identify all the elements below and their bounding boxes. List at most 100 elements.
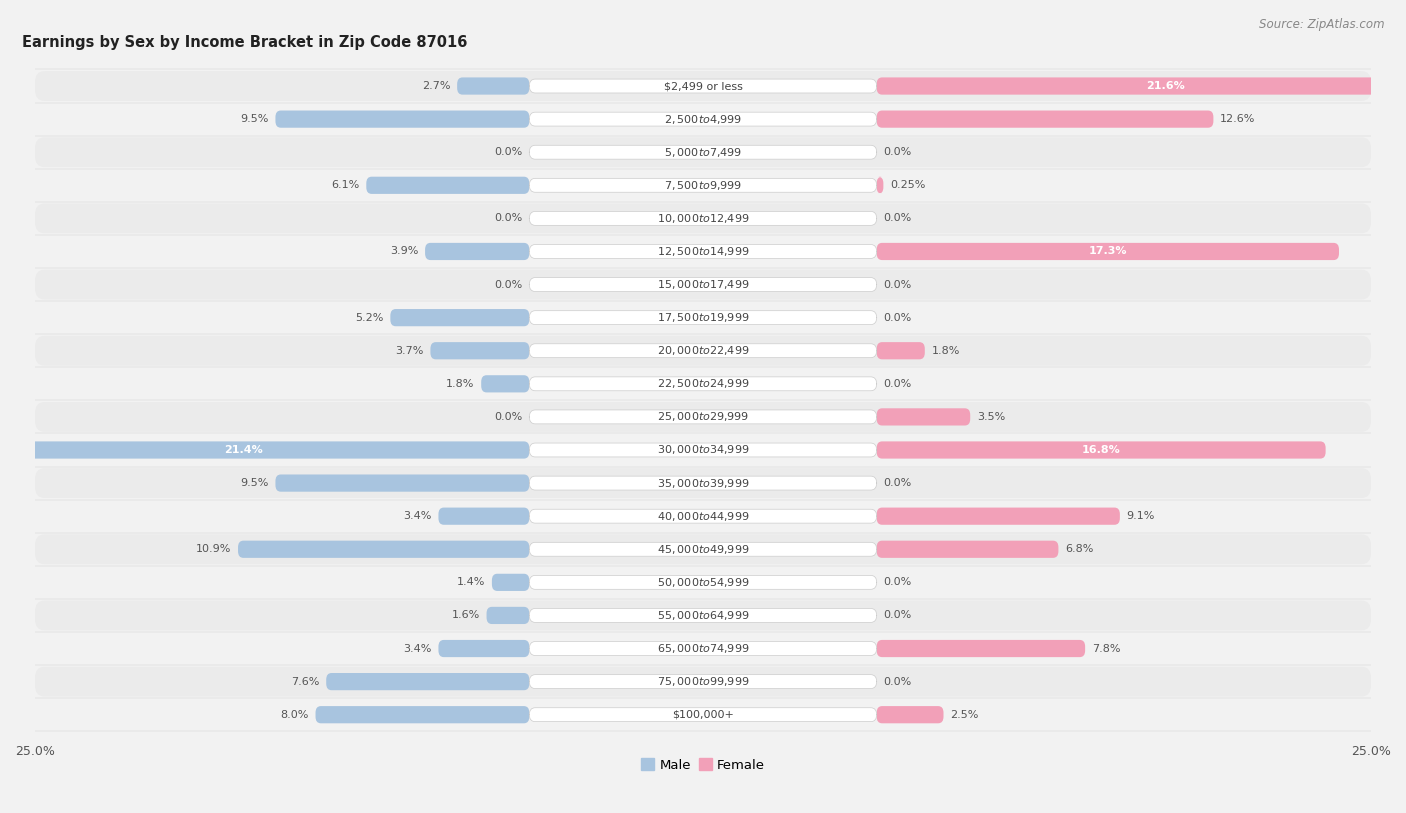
FancyBboxPatch shape (238, 541, 529, 558)
Text: 0.0%: 0.0% (883, 313, 911, 323)
FancyBboxPatch shape (529, 245, 877, 259)
Text: $55,000 to $64,999: $55,000 to $64,999 (657, 609, 749, 622)
FancyBboxPatch shape (35, 667, 1371, 697)
FancyBboxPatch shape (481, 376, 529, 393)
Text: $12,500 to $14,999: $12,500 to $14,999 (657, 245, 749, 258)
FancyBboxPatch shape (877, 342, 925, 359)
FancyBboxPatch shape (35, 302, 1371, 333)
FancyBboxPatch shape (35, 104, 1371, 134)
Text: 21.4%: 21.4% (224, 445, 263, 455)
FancyBboxPatch shape (35, 468, 1371, 498)
FancyBboxPatch shape (877, 706, 943, 724)
Text: 1.8%: 1.8% (932, 346, 960, 356)
Text: 9.5%: 9.5% (240, 478, 269, 488)
Text: 21.6%: 21.6% (1146, 81, 1185, 91)
Text: $45,000 to $49,999: $45,000 to $49,999 (657, 543, 749, 556)
Text: $50,000 to $54,999: $50,000 to $54,999 (657, 576, 749, 589)
FancyBboxPatch shape (877, 507, 1119, 524)
Text: 6.1%: 6.1% (332, 180, 360, 190)
FancyBboxPatch shape (35, 502, 1371, 531)
Text: 3.4%: 3.4% (404, 644, 432, 654)
FancyBboxPatch shape (529, 146, 877, 159)
FancyBboxPatch shape (35, 567, 1371, 598)
Text: 3.5%: 3.5% (977, 412, 1005, 422)
FancyBboxPatch shape (877, 176, 883, 193)
Text: 0.0%: 0.0% (883, 611, 911, 620)
FancyBboxPatch shape (35, 534, 1371, 564)
Text: 0.0%: 0.0% (883, 577, 911, 587)
Text: $5,000 to $7,499: $5,000 to $7,499 (664, 146, 742, 159)
Text: 0.25%: 0.25% (890, 180, 925, 190)
FancyBboxPatch shape (35, 72, 1371, 101)
FancyBboxPatch shape (276, 111, 529, 128)
Text: $25,000 to $29,999: $25,000 to $29,999 (657, 411, 749, 424)
Text: 0.0%: 0.0% (495, 280, 523, 289)
FancyBboxPatch shape (529, 509, 877, 523)
Text: 8.0%: 8.0% (280, 710, 309, 720)
FancyBboxPatch shape (35, 633, 1371, 663)
FancyBboxPatch shape (529, 608, 877, 623)
Text: 16.8%: 16.8% (1081, 445, 1121, 455)
Text: $30,000 to $34,999: $30,000 to $34,999 (657, 444, 749, 456)
Text: 3.4%: 3.4% (404, 511, 432, 521)
Text: 7.8%: 7.8% (1092, 644, 1121, 654)
Text: $2,500 to $4,999: $2,500 to $4,999 (664, 113, 742, 126)
FancyBboxPatch shape (35, 137, 1371, 167)
FancyBboxPatch shape (425, 243, 529, 260)
Text: 7.6%: 7.6% (291, 676, 319, 687)
FancyBboxPatch shape (877, 541, 1059, 558)
FancyBboxPatch shape (35, 203, 1371, 233)
Text: $65,000 to $74,999: $65,000 to $74,999 (657, 642, 749, 655)
FancyBboxPatch shape (486, 606, 529, 624)
Text: $40,000 to $44,999: $40,000 to $44,999 (657, 510, 749, 523)
Text: 5.2%: 5.2% (356, 313, 384, 323)
FancyBboxPatch shape (529, 476, 877, 490)
Text: 0.0%: 0.0% (883, 379, 911, 389)
FancyBboxPatch shape (439, 507, 529, 524)
Text: $75,000 to $99,999: $75,000 to $99,999 (657, 675, 749, 688)
FancyBboxPatch shape (35, 700, 1371, 729)
Text: 1.6%: 1.6% (451, 611, 479, 620)
Text: 0.0%: 0.0% (883, 280, 911, 289)
Text: 0.0%: 0.0% (495, 147, 523, 157)
FancyBboxPatch shape (877, 111, 1213, 128)
Text: $17,500 to $19,999: $17,500 to $19,999 (657, 311, 749, 324)
Text: $2,499 or less: $2,499 or less (664, 81, 742, 91)
FancyBboxPatch shape (529, 311, 877, 324)
Text: $15,000 to $17,499: $15,000 to $17,499 (657, 278, 749, 291)
FancyBboxPatch shape (529, 377, 877, 391)
FancyBboxPatch shape (315, 706, 529, 724)
FancyBboxPatch shape (529, 675, 877, 689)
Text: $22,500 to $24,999: $22,500 to $24,999 (657, 377, 749, 390)
FancyBboxPatch shape (367, 176, 529, 193)
Text: 0.0%: 0.0% (883, 478, 911, 488)
Text: $35,000 to $39,999: $35,000 to $39,999 (657, 476, 749, 489)
FancyBboxPatch shape (430, 342, 529, 359)
FancyBboxPatch shape (877, 408, 970, 425)
FancyBboxPatch shape (877, 640, 1085, 657)
FancyBboxPatch shape (877, 77, 1406, 94)
Text: Earnings by Sex by Income Bracket in Zip Code 87016: Earnings by Sex by Income Bracket in Zip… (21, 35, 467, 50)
FancyBboxPatch shape (529, 576, 877, 589)
FancyBboxPatch shape (35, 402, 1371, 432)
FancyBboxPatch shape (529, 344, 877, 358)
Text: 0.0%: 0.0% (495, 412, 523, 422)
Text: 3.7%: 3.7% (395, 346, 423, 356)
FancyBboxPatch shape (35, 270, 1371, 299)
FancyBboxPatch shape (439, 640, 529, 657)
FancyBboxPatch shape (35, 435, 1371, 465)
Legend: Male, Female: Male, Female (636, 753, 770, 777)
Text: 0.0%: 0.0% (883, 676, 911, 687)
FancyBboxPatch shape (529, 178, 877, 192)
FancyBboxPatch shape (35, 369, 1371, 398)
Text: $10,000 to $12,499: $10,000 to $12,499 (657, 212, 749, 225)
Text: 9.1%: 9.1% (1126, 511, 1154, 521)
FancyBboxPatch shape (529, 410, 877, 424)
FancyBboxPatch shape (35, 171, 1371, 200)
FancyBboxPatch shape (877, 441, 1326, 459)
FancyBboxPatch shape (35, 237, 1371, 267)
FancyBboxPatch shape (877, 243, 1339, 260)
Text: $7,500 to $9,999: $7,500 to $9,999 (664, 179, 742, 192)
FancyBboxPatch shape (529, 641, 877, 655)
FancyBboxPatch shape (529, 112, 877, 126)
